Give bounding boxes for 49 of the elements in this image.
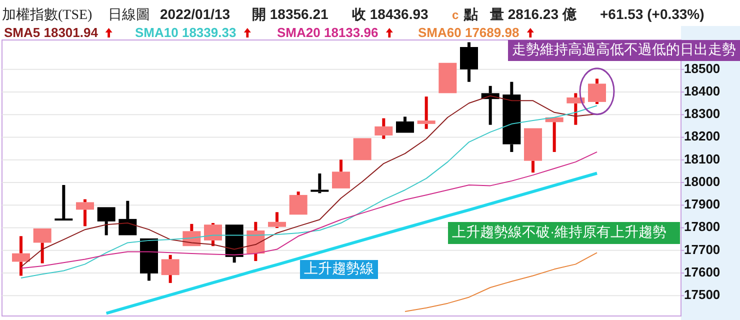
text: +61.53 (+0.33%) [600,6,704,22]
candlestick [588,78,606,104]
chart-subtitle: 日線圖 [108,7,150,23]
candlestick [97,207,116,236]
text: 開 18356.21 [252,6,328,22]
candlestick [460,42,478,82]
candlestick [12,236,30,276]
text: SMA10 18339.33 [135,25,236,40]
annotation: 上升趨勢線 [304,260,374,276]
candlestick [332,160,350,188]
candlestick [225,224,244,263]
candlestick [161,254,180,283]
y-tick-label: 17700 [684,242,720,257]
chart-title: 加權指數(TSE) [2,7,93,23]
candlestick [289,192,308,215]
y-tick-label: 18500 [684,60,720,76]
annotation: 上升趨勢線不破·維持原有上升趨勢 [452,224,667,240]
y-tick-label: 17800 [684,219,720,234]
candlestick [140,238,158,281]
y-tick-label: 18200 [684,128,720,144]
text: c [452,8,459,22]
text: 收 18436.93 [352,6,428,22]
annotation: 走勢維持高過高低不過低的日出走勢 [512,41,736,58]
y-tick-label: 17500 [684,287,720,302]
candlestick [438,62,457,94]
candlestick [33,228,52,264]
y-tick-label: 17900 [684,196,720,212]
candlestick [566,93,585,125]
y-tick-label: 18000 [684,174,720,189]
candlestick [417,96,436,129]
y-tick-label: 18400 [684,83,720,98]
text: 量 2816.23 億 [489,6,578,22]
candlestick [54,185,73,221]
candlestick [396,116,414,133]
text: 2022/01/13 [160,6,230,22]
y-tick-label: 18300 [684,106,720,122]
text: SMA60 17689.98 [418,25,520,40]
candlestick [118,200,137,236]
y-tick-label: 17600 [684,264,720,280]
text: SMA20 18133.96 [277,25,378,40]
text: 點 [463,6,478,22]
line-series [104,172,598,315]
text: SMA5 18301.94 [4,25,99,40]
candlestick [374,118,393,139]
y-tick-label: 18100 [684,151,720,166]
line-series [404,252,598,312]
candlestick [524,128,542,173]
candlestick [353,138,372,160]
candlestick [502,82,521,152]
